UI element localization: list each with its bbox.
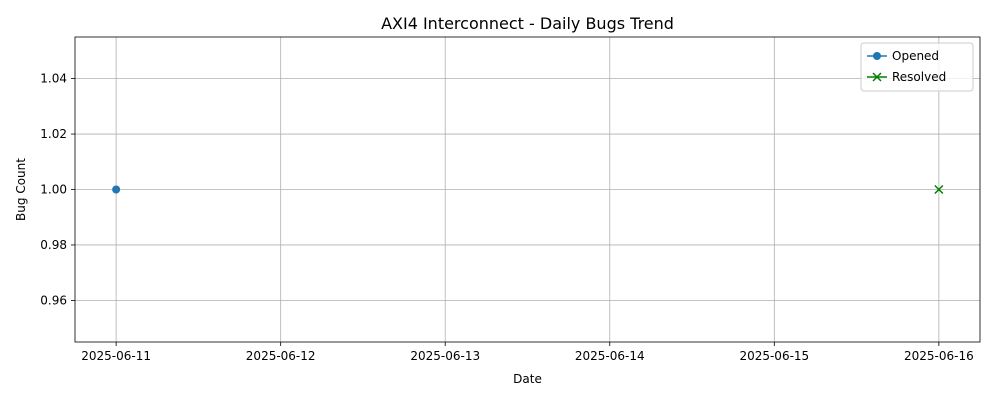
x-tick-label-2: 2025-06-13	[410, 349, 480, 363]
x-axis-label: Date	[513, 372, 542, 386]
x-tick-label-5: 2025-06-16	[904, 349, 974, 363]
data-point-resolved-0	[934, 184, 944, 195]
x-tick-label-1: 2025-06-12	[246, 349, 316, 363]
legend: Opened Resolved	[860, 42, 974, 92]
x-tick-label-3: 2025-06-14	[575, 349, 645, 363]
y-tick-label-4: 1.04	[40, 72, 67, 86]
legend-label-resolved: Resolved	[892, 70, 946, 84]
x-tick-label-0: 2025-06-11	[81, 349, 151, 363]
y-tick-label-1: 0.98	[40, 238, 67, 252]
legend-frame	[860, 42, 974, 92]
y-tick-label-3: 1.02	[40, 127, 67, 141]
y-tick-label-2: 1.00	[40, 183, 67, 197]
y-tick-label-0: 0.96	[40, 293, 67, 307]
axes-frame	[74, 36, 981, 343]
legend-label-opened: Opened	[892, 49, 939, 63]
x-tick-label-4: 2025-06-15	[739, 349, 809, 363]
chart-title: AXI4 Interconnect - Daily Bugs Trend	[381, 14, 674, 33]
plot-area: 2025-06-11 2025-06-12 2025-06-13 2025-06-14…	[40, 36, 981, 363]
legend-marker-opened	[873, 52, 881, 60]
legend-marker-resolved	[872, 72, 882, 82]
y-axis-label: Bug Count	[14, 158, 28, 221]
data-point-opened-0	[112, 185, 121, 194]
